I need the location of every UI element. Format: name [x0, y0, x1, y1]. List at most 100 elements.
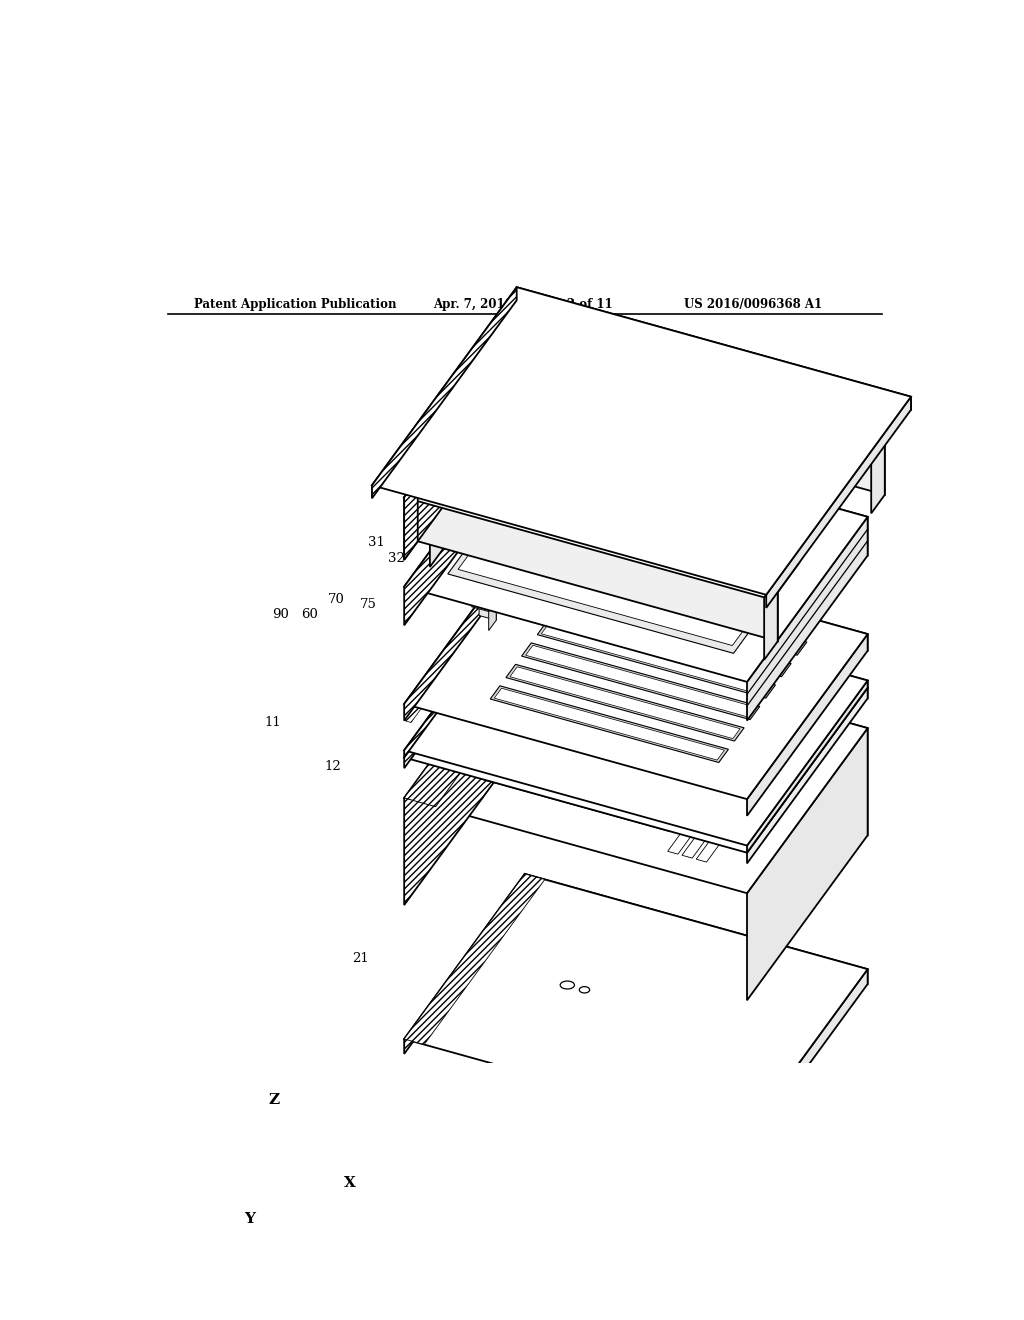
Polygon shape	[545, 562, 552, 591]
Polygon shape	[696, 723, 806, 862]
Text: 1: 1	[783, 403, 792, 416]
Polygon shape	[561, 540, 569, 569]
Polygon shape	[524, 874, 867, 983]
Text: 75: 75	[359, 598, 377, 611]
Polygon shape	[542, 624, 771, 696]
Polygon shape	[544, 535, 569, 550]
Text: 15: 15	[650, 701, 667, 714]
Polygon shape	[506, 664, 744, 741]
Polygon shape	[517, 288, 911, 409]
Polygon shape	[495, 688, 724, 760]
Polygon shape	[525, 645, 756, 717]
Text: 30: 30	[767, 496, 783, 510]
Polygon shape	[447, 483, 800, 653]
Polygon shape	[746, 634, 867, 816]
Text: 10: 10	[725, 763, 741, 776]
Polygon shape	[746, 517, 867, 721]
Polygon shape	[418, 479, 777, 642]
Polygon shape	[536, 557, 552, 581]
Polygon shape	[511, 333, 524, 413]
Text: Y: Y	[245, 1212, 255, 1226]
Polygon shape	[506, 735, 700, 796]
Polygon shape	[404, 479, 418, 560]
Polygon shape	[607, 656, 628, 751]
Text: 52: 52	[772, 649, 790, 663]
Polygon shape	[544, 682, 738, 744]
Text: Apr. 7, 2016   Sheet 2 of 11: Apr. 7, 2016 Sheet 2 of 11	[433, 298, 613, 312]
Polygon shape	[522, 556, 529, 585]
Polygon shape	[471, 597, 497, 611]
Polygon shape	[527, 557, 552, 573]
Text: 11: 11	[264, 715, 282, 729]
Polygon shape	[547, 685, 735, 742]
Polygon shape	[553, 601, 792, 677]
Text: Z: Z	[268, 1093, 280, 1107]
Polygon shape	[522, 719, 710, 777]
Text: Patent Application Publication: Patent Application Publication	[194, 298, 396, 312]
Polygon shape	[764, 578, 777, 660]
Polygon shape	[524, 585, 867, 688]
Polygon shape	[524, 333, 551, 401]
Polygon shape	[568, 578, 807, 655]
Polygon shape	[509, 737, 696, 795]
Polygon shape	[556, 665, 752, 727]
Polygon shape	[535, 702, 722, 760]
Text: US 2016/0096368 A1: US 2016/0096368 A1	[684, 298, 821, 312]
Polygon shape	[639, 664, 659, 759]
Polygon shape	[560, 668, 748, 725]
Polygon shape	[594, 520, 650, 553]
Polygon shape	[746, 688, 867, 863]
Text: 80: 80	[627, 599, 643, 612]
Text: 300: 300	[668, 576, 693, 589]
Text: 50: 50	[792, 653, 808, 667]
Polygon shape	[404, 333, 524, 560]
Polygon shape	[530, 701, 726, 762]
Polygon shape	[404, 479, 777, 598]
Polygon shape	[572, 581, 803, 653]
Text: 13: 13	[553, 696, 570, 708]
Polygon shape	[524, 421, 867, 556]
Polygon shape	[404, 632, 524, 906]
Text: 31: 31	[368, 536, 385, 549]
Polygon shape	[493, 752, 688, 814]
Polygon shape	[480, 770, 675, 832]
Text: 43: 43	[612, 453, 629, 465]
Polygon shape	[404, 539, 524, 721]
Polygon shape	[488, 574, 513, 589]
Polygon shape	[521, 528, 546, 544]
Polygon shape	[538, 622, 775, 698]
Polygon shape	[524, 593, 867, 698]
Polygon shape	[497, 755, 684, 812]
Polygon shape	[746, 729, 867, 1001]
Polygon shape	[404, 333, 551, 504]
Polygon shape	[372, 288, 517, 499]
Polygon shape	[524, 632, 867, 836]
Polygon shape	[496, 574, 513, 598]
Text: 32: 32	[388, 552, 406, 565]
Polygon shape	[524, 539, 867, 651]
Polygon shape	[518, 718, 714, 779]
Polygon shape	[488, 601, 497, 631]
Polygon shape	[404, 874, 867, 1134]
Polygon shape	[766, 397, 911, 609]
Polygon shape	[746, 681, 867, 853]
Polygon shape	[372, 288, 911, 595]
Polygon shape	[505, 578, 513, 609]
Text: 40: 40	[792, 478, 808, 491]
Text: 20: 20	[751, 862, 767, 875]
Polygon shape	[556, 642, 765, 759]
Polygon shape	[871, 432, 885, 513]
Text: 42: 42	[771, 473, 787, 486]
Polygon shape	[746, 969, 867, 1150]
Polygon shape	[404, 874, 545, 1044]
Text: FIG. 2: FIG. 2	[481, 337, 568, 364]
Polygon shape	[512, 550, 529, 574]
Polygon shape	[404, 421, 867, 682]
Polygon shape	[404, 585, 867, 846]
Polygon shape	[557, 602, 787, 675]
Polygon shape	[521, 643, 760, 719]
Text: 60: 60	[301, 607, 317, 620]
Polygon shape	[682, 719, 792, 858]
Text: 33: 33	[473, 393, 490, 407]
Polygon shape	[511, 333, 885, 451]
